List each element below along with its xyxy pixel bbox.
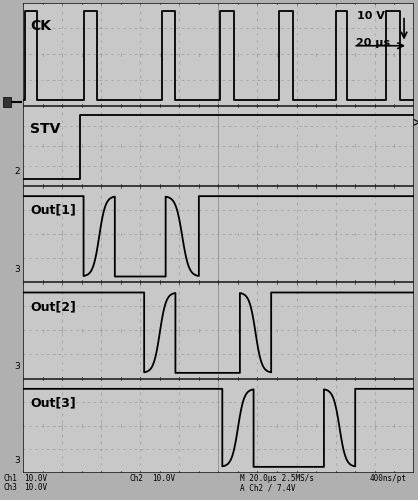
Text: 10.0V: 10.0V: [152, 474, 175, 484]
Text: CK: CK: [30, 19, 51, 33]
Text: 3: 3: [14, 265, 20, 274]
Bar: [23, 2, 414, 106]
Bar: [3, 98, 11, 107]
Text: Ch2: Ch2: [130, 474, 144, 484]
Text: Ch3: Ch3: [4, 484, 18, 492]
Text: 10.0V: 10.0V: [24, 484, 47, 492]
Text: Out[2]: Out[2]: [30, 300, 76, 313]
Bar: [23, 378, 414, 472]
Text: 10 V: 10 V: [357, 11, 385, 21]
Text: STV: STV: [30, 122, 60, 136]
Text: Out[3]: Out[3]: [30, 396, 76, 409]
Bar: [23, 282, 414, 378]
Bar: [23, 186, 414, 282]
Text: 400ns/pt: 400ns/pt: [370, 474, 407, 484]
Text: A Ch2 / 7.4V: A Ch2 / 7.4V: [240, 484, 296, 492]
Text: 3: 3: [14, 362, 20, 370]
Text: 10.0V: 10.0V: [24, 474, 47, 484]
Text: 20 μs: 20 μs: [356, 38, 390, 48]
Text: Out[1]: Out[1]: [30, 204, 76, 216]
Text: 2: 2: [14, 168, 20, 176]
Text: Ch1: Ch1: [4, 474, 18, 484]
Text: M 20.0μs 2.5MS/s: M 20.0μs 2.5MS/s: [240, 474, 314, 484]
Text: 3: 3: [14, 456, 20, 464]
Bar: [23, 106, 414, 186]
